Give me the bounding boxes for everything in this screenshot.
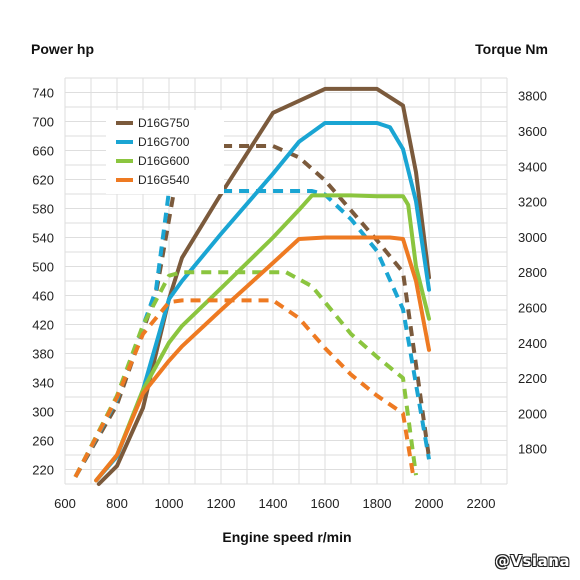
y-right-tick-label: 2000 [518, 406, 547, 421]
watermark-logo: @Vsiana [494, 552, 570, 570]
y-left-tick-label: 500 [32, 260, 54, 275]
y-left-tick-label: 260 [32, 434, 54, 449]
y-right-tick-label: 3200 [518, 195, 547, 210]
power-line-d16g540 [94, 235, 431, 483]
y-right-tick-label: 2800 [518, 265, 547, 280]
x-tick-label: 1600 [311, 496, 340, 511]
legend-label-d16g700: D16G700 [138, 135, 190, 149]
x-tick-label: 1800 [363, 496, 392, 511]
y-left-tick-label: 540 [32, 231, 54, 246]
x-tick-label: 600 [54, 496, 76, 511]
x-tick-label: 800 [106, 496, 128, 511]
x-tick-label: 1000 [155, 496, 184, 511]
y-left-tick-label: 620 [32, 173, 54, 188]
power-line-d16g600 [94, 193, 431, 483]
x-tick-label: 1400 [259, 496, 288, 511]
legend-label-d16g600: D16G600 [138, 154, 190, 168]
legend-label-d16g540: D16G540 [138, 173, 190, 187]
y-right-tick-label: 2200 [518, 371, 547, 386]
x-axis-label: Engine speed r/min [222, 529, 351, 545]
y-right-tick-label: 3600 [518, 124, 547, 139]
x-tick-label: 2000 [415, 496, 444, 511]
power-line-d16g700 [94, 121, 431, 483]
y-left-tick-label: 580 [32, 202, 54, 217]
y-left-tick-label: 460 [32, 289, 54, 304]
y-left-tick-label: 740 [32, 86, 54, 101]
axis-ticks: 600 800 1000 1200 1400 1600 1800 2000 2200 220 260… [32, 86, 547, 512]
y-left-tick-label: 220 [32, 463, 54, 478]
y-right-tick-label: 3400 [518, 159, 547, 174]
power-line-d16g750 [96, 86, 431, 486]
x-tick-label: 1200 [207, 496, 236, 511]
y-left-tick-label: 420 [32, 318, 54, 333]
torque-line-d16g540 [73, 298, 416, 478]
series-lines [73, 86, 431, 486]
y-right-tick-label: 2600 [518, 300, 547, 315]
y-left-tick-label: 700 [32, 115, 54, 130]
y-left-tick-label: 380 [32, 347, 54, 362]
x-tick-label: 2200 [467, 496, 496, 511]
y-left-tick-label: 660 [32, 144, 54, 159]
y-right-tick-label: 3000 [518, 230, 547, 245]
left-axis-title: Power hp [31, 41, 94, 57]
y-right-tick-label: 3800 [518, 89, 547, 104]
y-left-tick-label: 340 [32, 376, 54, 391]
legend-label-d16g750: D16G750 [138, 116, 190, 130]
right-axis-title: Torque Nm [475, 41, 548, 57]
y-left-tick-label: 300 [32, 405, 54, 420]
legend: D16G750 D16G700 D16G600 D16G540 [106, 110, 224, 194]
y-right-tick-label: 2400 [518, 336, 547, 351]
y-right-tick-label: 1800 [518, 442, 547, 457]
torque-line-d16g700 [73, 189, 431, 478]
